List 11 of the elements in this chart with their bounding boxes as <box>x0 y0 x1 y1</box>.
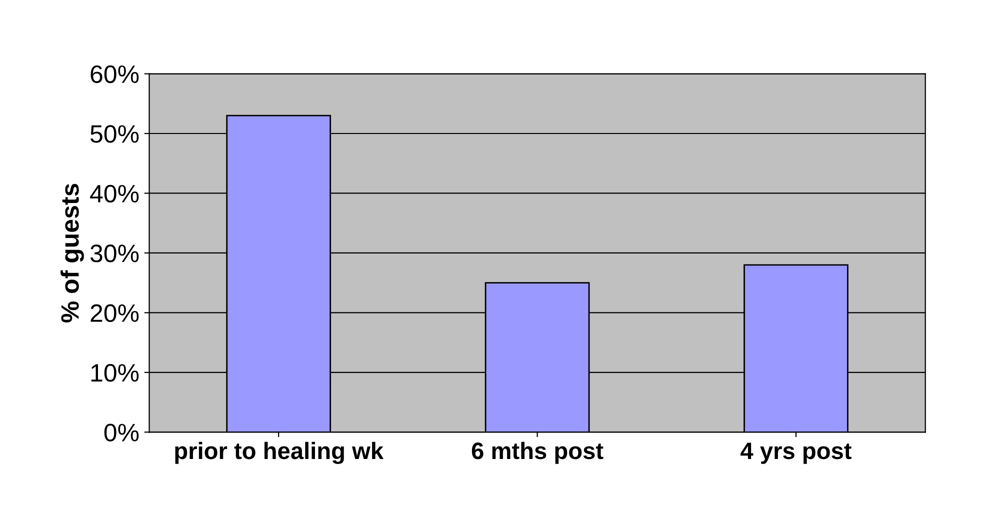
y-axis-title: % of guests <box>60 184 84 322</box>
y-tick-label: 0% <box>104 424 139 442</box>
x-tick-label: 6 mths post <box>472 442 604 464</box>
x-tick-label: prior to healing wk <box>175 442 384 464</box>
y-tick-label: 60% <box>90 65 139 84</box>
y-tick-label: 20% <box>90 304 139 322</box>
x-tick-label: 4 yrs post <box>740 442 852 464</box>
y-tick-label: 30% <box>90 244 139 262</box>
y-tick-label: 40% <box>90 184 139 203</box>
y-tick-label: 50% <box>90 125 139 143</box>
y-tick-label: 10% <box>91 364 139 382</box>
